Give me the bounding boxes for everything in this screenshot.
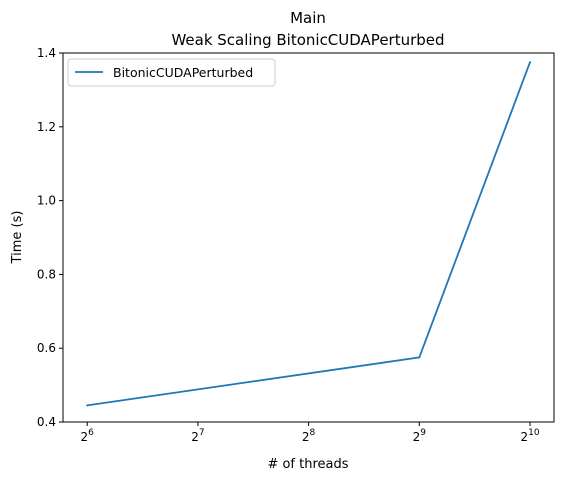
x-tick-exponent: 6: [88, 428, 94, 438]
plot-area-frame: [62, 52, 555, 423]
x-tick-exponent: 7: [199, 428, 205, 438]
x-tick-label: 210: [520, 428, 539, 444]
y-tick-label: 1.0: [37, 194, 56, 208]
chart-title: Main: [290, 9, 326, 27]
data-point: [529, 61, 532, 64]
x-tick-exponent: 10: [528, 428, 540, 438]
legend-box: [67, 58, 276, 87]
y-tick-label: 1.2: [37, 120, 56, 134]
x-tick-label: 28: [302, 428, 316, 444]
series-layer: [86, 61, 532, 407]
x-tick-base: 2: [302, 430, 310, 444]
legend: BitonicCUDAPerturbed: [67, 58, 276, 87]
x-tick-label: 26: [81, 428, 95, 444]
y-tick-label: 0.6: [37, 341, 56, 355]
x-axis: 26 27 28 29 210: [81, 422, 540, 444]
x-axis-label: # of threads: [267, 457, 348, 472]
y-tick-label: 1.4: [37, 46, 56, 60]
legend-label: BitonicCUDAPerturbed: [113, 65, 253, 80]
data-point: [418, 356, 421, 359]
y-tick-label: 0.4: [37, 415, 56, 429]
data-point: [86, 404, 89, 407]
x-tick-exponent: 9: [420, 428, 426, 438]
chart-subtitle: Weak Scaling BitonicCUDAPerturbed: [171, 31, 444, 49]
y-axis: 0.4 0.6 0.8 1.0 1.2 1.4: [37, 46, 63, 429]
y-axis-label: Time (s): [10, 211, 25, 265]
x-tick-label: 29: [413, 428, 427, 444]
x-tick-exponent: 8: [310, 428, 316, 438]
series-line-0: [87, 61, 531, 407]
x-tick-base: 2: [520, 430, 528, 444]
x-tick-base: 2: [81, 430, 89, 444]
x-tick-base: 2: [191, 430, 199, 444]
x-tick-label: 27: [191, 428, 204, 444]
y-tick-label: 0.8: [37, 267, 56, 281]
x-tick-base: 2: [413, 430, 421, 444]
